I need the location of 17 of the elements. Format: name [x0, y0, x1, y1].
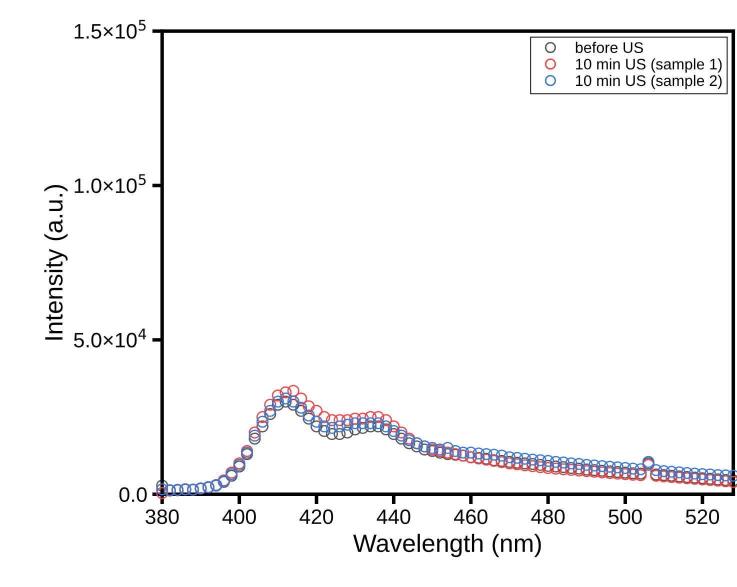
- x-tick-label: 420: [300, 509, 334, 524]
- x-axis-title: Wavelength (nm): [353, 534, 541, 558]
- x-tick-label: 500: [608, 509, 642, 524]
- legend-label: 10 min US (sample 1): [576, 58, 722, 73]
- y-tick-label: 1.5×10$^{5}$: [74, 20, 146, 39]
- x-tick-label: 520: [686, 509, 720, 524]
- legend-label: before US: [576, 42, 643, 54]
- y-tick-label: 1.0×10$^{5}$: [74, 174, 146, 194]
- y-axis-title: Intensity (a.u.): [44, 185, 68, 340]
- x-tick-label: 380: [146, 509, 179, 524]
- y-tick-label: 5.0×10$^{4}$: [74, 328, 146, 348]
- x-tick-label: 400: [222, 509, 256, 524]
- legend-label: 10 min US (sample 2): [576, 74, 722, 90]
- x-tick-label: 480: [531, 509, 565, 524]
- x-tick-label: 460: [454, 509, 488, 524]
- y-tick-label: 0.0: [119, 487, 147, 502]
- x-tick-label: 440: [376, 509, 410, 524]
